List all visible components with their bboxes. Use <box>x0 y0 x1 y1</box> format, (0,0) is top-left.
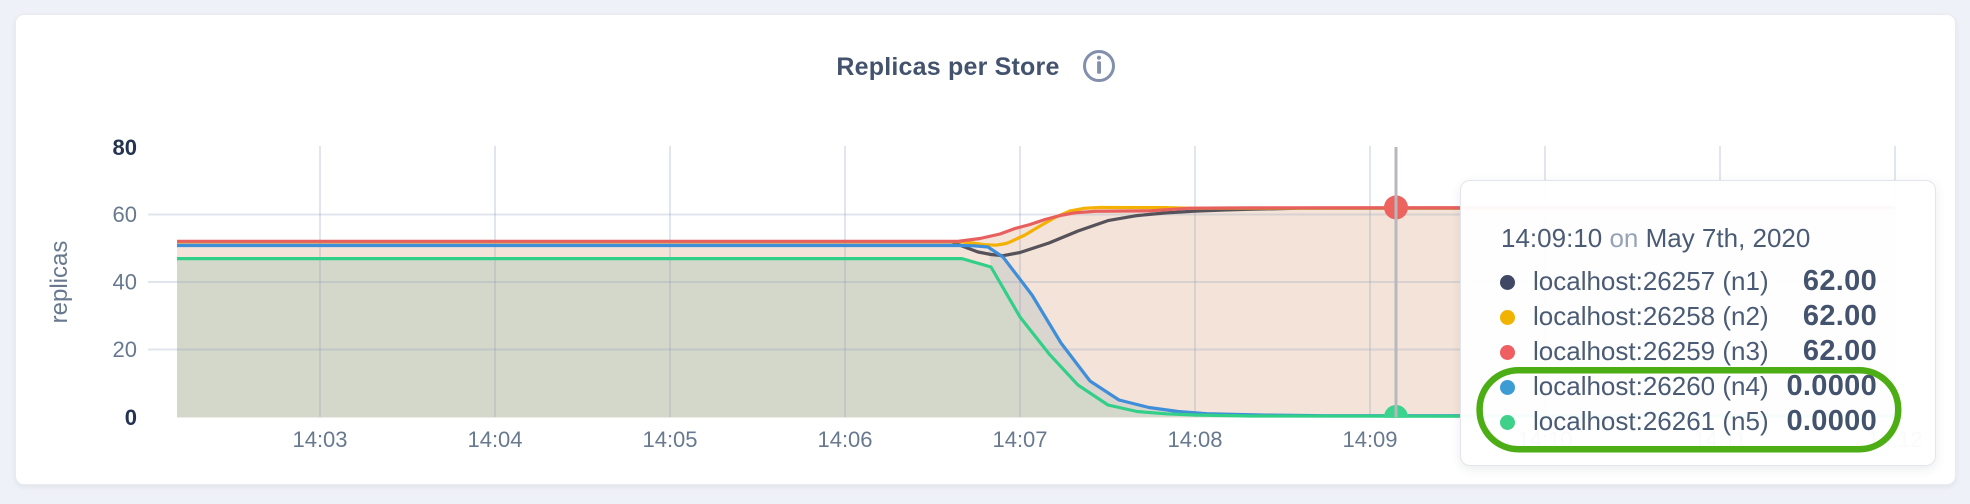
svg-text:14:05: 14:05 <box>642 427 697 452</box>
svg-text:40: 40 <box>113 270 137 295</box>
svg-text:replicas: replicas <box>46 241 73 324</box>
svg-text:80: 80 <box>113 135 137 160</box>
svg-text:14:03: 14:03 <box>292 427 347 452</box>
svg-text:14:07: 14:07 <box>992 427 1047 452</box>
svg-text:14:04: 14:04 <box>467 427 522 452</box>
svg-text:14:08: 14:08 <box>1167 427 1222 452</box>
svg-text:60: 60 <box>113 202 137 227</box>
svg-text:14:09: 14:09 <box>1342 427 1397 452</box>
svg-text:0: 0 <box>125 405 137 430</box>
svg-text:14:06: 14:06 <box>817 427 872 452</box>
svg-text:20: 20 <box>113 337 137 362</box>
